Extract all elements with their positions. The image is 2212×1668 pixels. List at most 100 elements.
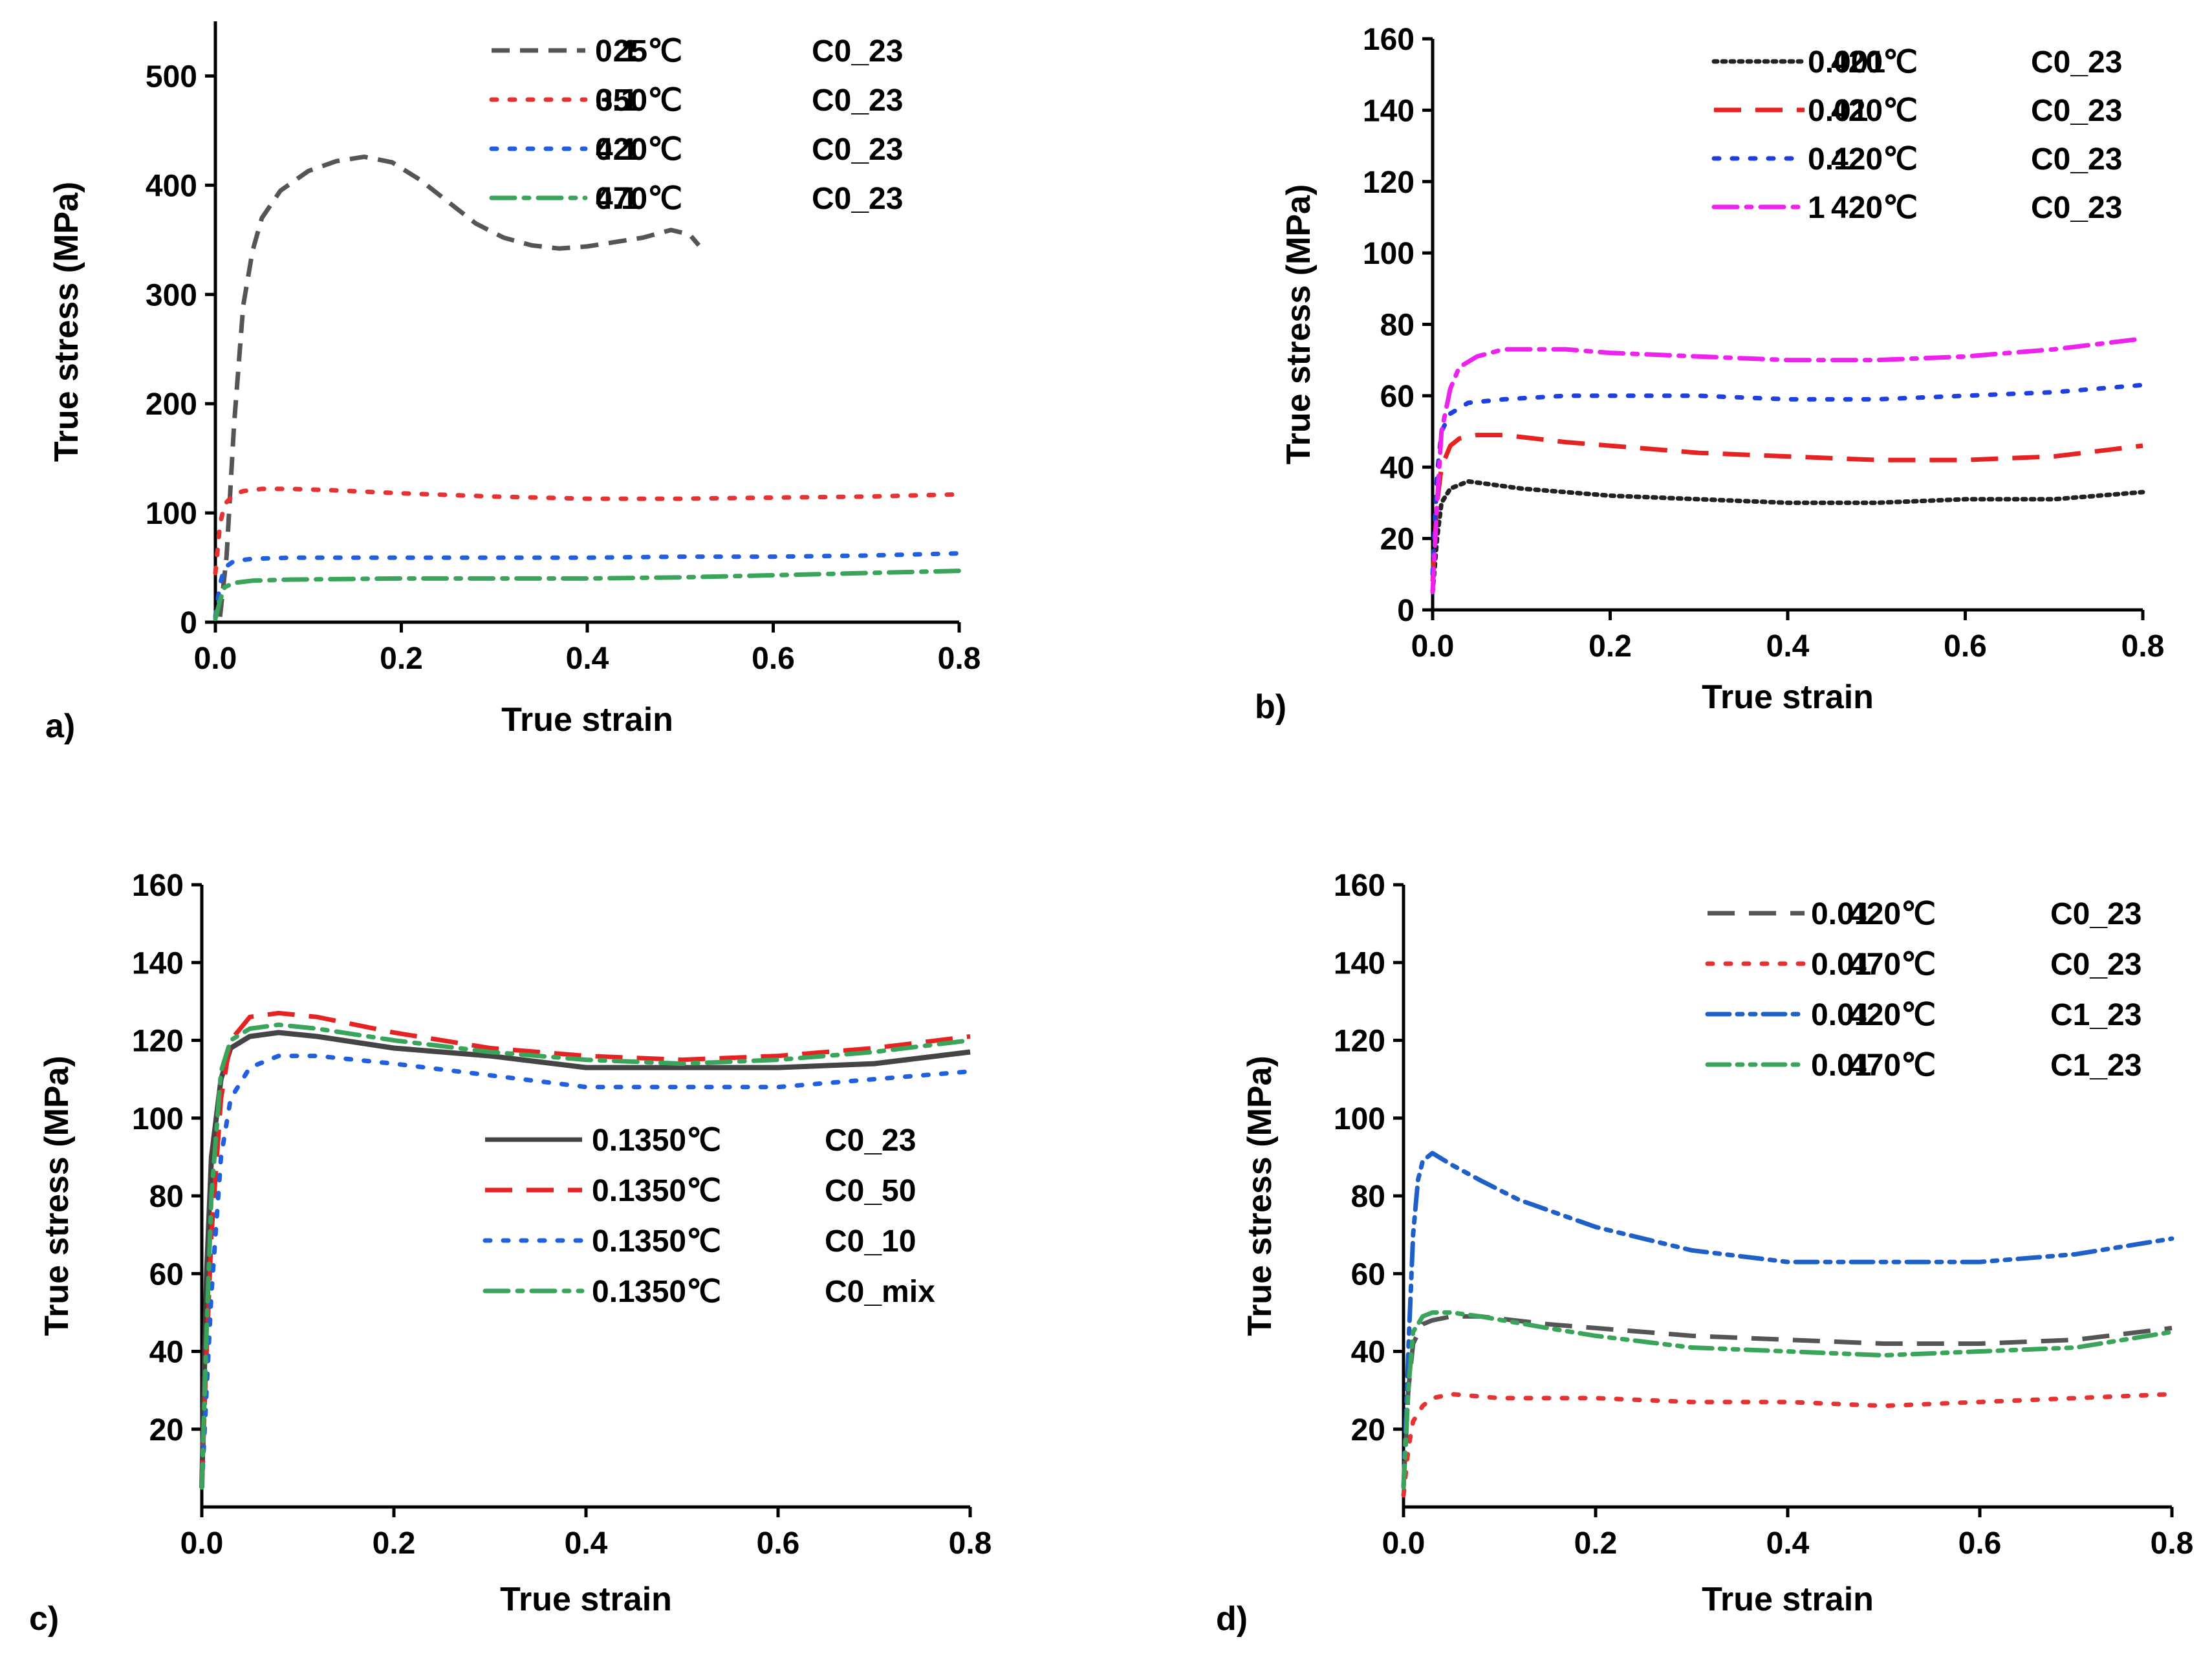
x-tick-label: 0.2 xyxy=(1589,629,1632,664)
y-tick-label: 300 xyxy=(146,278,197,312)
y-tick-label: 120 xyxy=(132,1024,184,1059)
legend-temp: 420℃ xyxy=(1849,998,1936,1032)
y-tick-label: 80 xyxy=(1380,309,1415,343)
x-tick-label: 0.0 xyxy=(194,642,237,676)
legend-rate: 0.1 xyxy=(595,182,638,216)
y-tick-label: 160 xyxy=(1363,23,1415,57)
series-line-2 xyxy=(1430,433,2143,582)
y-tick-label: 60 xyxy=(1380,380,1415,414)
legend-label: C0_10 xyxy=(825,1224,916,1259)
y-tick-label: 120 xyxy=(1363,166,1415,200)
y-tick-label: 60 xyxy=(1351,1257,1385,1292)
legend-rate: 0.1 xyxy=(592,1224,635,1259)
series-line-3 xyxy=(213,551,962,620)
x-tick-label: 0.6 xyxy=(1958,1526,2002,1561)
series-line-1 xyxy=(1430,479,2145,594)
chart-panel-1: 0.0 0.2 0.4 0.6 0.8 0 100 200 300 400 500 True stra… xyxy=(45,21,981,745)
legend-label: C0_mix xyxy=(825,1275,935,1309)
x-tick-label: 0.4 xyxy=(566,642,609,676)
x-axis-title: True strain xyxy=(500,1581,672,1618)
legend-label: C0_23 xyxy=(812,133,903,167)
x-tick-label: 0.2 xyxy=(1574,1526,1618,1561)
y-tick-label: 160 xyxy=(132,869,184,903)
series-line-2 xyxy=(213,486,962,576)
legend-temp: 350℃ xyxy=(634,1123,721,1158)
legend-temp: 350℃ xyxy=(634,1174,721,1208)
y-axis-title: True stress (MPa) xyxy=(1241,1056,1279,1336)
panel-label: b) xyxy=(1255,688,1286,726)
chart-panel-4: 0.0 0.2 0.4 0.6 0.8 20 40 60 80 100 120 140 160 True … xyxy=(1216,869,2193,1638)
legend-label: C0_50 xyxy=(825,1174,916,1208)
legend-label: C0_23 xyxy=(2050,897,2142,931)
x-tick-label: 0.8 xyxy=(2121,629,2165,664)
y-tick-label: 160 xyxy=(1334,869,1385,903)
legend-rate: 0.01 xyxy=(1811,998,1871,1032)
y-axis-title: True stress (MPa) xyxy=(1280,184,1317,465)
x-tick-label: 0.4 xyxy=(1766,1526,1810,1561)
legend-rate: 0.01 xyxy=(1811,948,1871,982)
legend-temp: 420℃ xyxy=(1831,142,1918,177)
legend-label: C0_23 xyxy=(2031,94,2122,128)
series-line-1 xyxy=(217,154,701,617)
legend-label: C1_23 xyxy=(2050,1048,2142,1083)
x-axis-title: True strain xyxy=(1702,678,1874,716)
legend-rate: 1 xyxy=(1808,191,1825,225)
x-tick-label: 0.2 xyxy=(380,642,423,676)
y-tick-label: 100 xyxy=(1363,237,1415,271)
panel-label: c) xyxy=(29,1600,59,1638)
series-line-1 xyxy=(1401,1314,2173,1488)
series-line-2 xyxy=(1401,1392,2174,1498)
y-tick-label: 60 xyxy=(149,1257,184,1292)
x-tick-label: 0.8 xyxy=(949,1526,992,1561)
legend-rate: 0.01 xyxy=(1808,94,1868,128)
legend-label: C0_23 xyxy=(2031,45,2122,80)
series-line-3 xyxy=(199,1054,973,1490)
legend-rate: 0.01 xyxy=(1811,1048,1871,1083)
legend-temp: 420℃ xyxy=(1831,94,1918,128)
panel-label: a) xyxy=(45,708,75,745)
x-tick-label: 0.6 xyxy=(1944,629,1987,664)
series-line-4 xyxy=(199,1022,973,1490)
legend-rate: 0.1 xyxy=(595,34,638,69)
legend-temp: 350℃ xyxy=(596,83,682,118)
y-tick-label: 80 xyxy=(1351,1180,1385,1214)
series-line-4 xyxy=(1430,336,2145,594)
legend: 0.1 350℃ C0_230.1 350℃ C0_500.1 350℃ C0_100.1 3… xyxy=(483,1123,935,1309)
series-line-4 xyxy=(213,569,962,622)
legend-rate: 0.001 xyxy=(1808,45,1885,80)
x-tick-label: 0.0 xyxy=(1382,1526,1426,1561)
y-tick-label: 40 xyxy=(1351,1336,1385,1370)
y-tick-label: 120 xyxy=(1334,1024,1385,1059)
y-tick-label: 0 xyxy=(1397,594,1415,628)
legend-rate: 0.1 xyxy=(592,1275,635,1309)
y-tick-label: 0 xyxy=(180,606,197,640)
y-tick-label: 80 xyxy=(149,1180,184,1214)
x-tick-label: 0.4 xyxy=(565,1526,608,1561)
y-tick-label: 20 xyxy=(1351,1413,1385,1447)
legend-rate: 0.1 xyxy=(592,1174,635,1208)
legend-temp: 420℃ xyxy=(1831,191,1918,225)
legend-label: C0_23 xyxy=(2031,142,2122,177)
y-tick-label: 500 xyxy=(146,60,197,94)
x-tick-label: 0.6 xyxy=(752,642,795,676)
legend-temp: 25℃ xyxy=(613,34,682,69)
legend-temp: 470℃ xyxy=(596,182,682,216)
x-tick-label: 0.8 xyxy=(938,642,981,676)
legend-rate: 0.1 xyxy=(595,83,638,118)
legend-label: C0_23 xyxy=(2050,948,2142,982)
y-tick-label: 400 xyxy=(146,169,197,203)
legend-temp: 350℃ xyxy=(634,1224,721,1259)
legend-label: C1_23 xyxy=(2050,998,2142,1032)
legend-label: C0_23 xyxy=(825,1123,916,1158)
x-tick-label: 0.0 xyxy=(1411,629,1455,664)
legend-rate: 0.1 xyxy=(595,133,638,167)
y-tick-label: 20 xyxy=(149,1413,184,1447)
chart-panel-3: 0.0 0.2 0.4 0.6 0.8 20 40 60 80 100 120 140 160 True … xyxy=(29,869,992,1638)
y-tick-label: 100 xyxy=(146,497,197,531)
y-tick-label: 140 xyxy=(1363,94,1415,128)
y-tick-label: 100 xyxy=(1334,1102,1385,1136)
legend-temp: 350℃ xyxy=(634,1275,721,1309)
y-tick-label: 20 xyxy=(1380,523,1415,557)
